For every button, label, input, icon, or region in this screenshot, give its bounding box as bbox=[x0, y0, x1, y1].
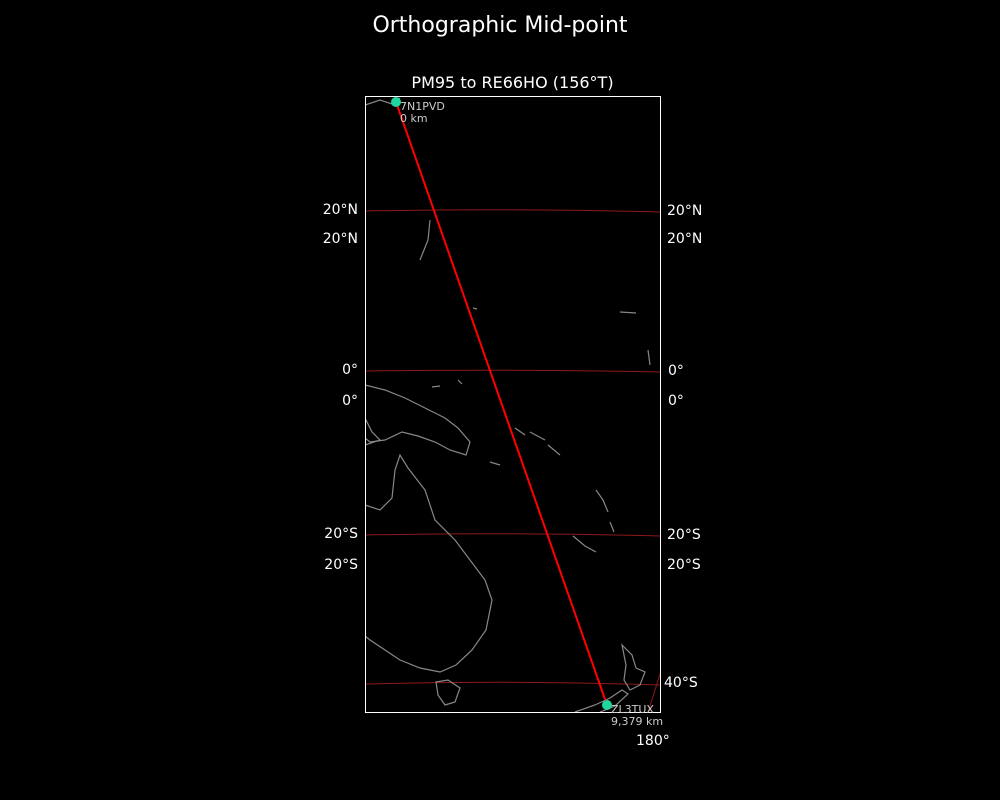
australia-coast bbox=[365, 453, 493, 673]
map-title: PM95 to RE66HO (156°T) bbox=[411, 73, 614, 92]
graticule bbox=[365, 209, 660, 712]
parallel-40s bbox=[365, 681, 660, 686]
lat-label-right: 0° bbox=[668, 393, 684, 409]
end-call: ZL3TUX bbox=[611, 703, 654, 716]
australia-west bbox=[365, 417, 382, 446]
lat-label-left: 0° bbox=[342, 362, 358, 378]
lat-label-left: 20°S bbox=[324, 557, 358, 573]
lat-label-right: 20°S bbox=[667, 557, 701, 573]
end-dist: 9,379 km bbox=[611, 715, 664, 728]
coastlines bbox=[365, 97, 651, 712]
lat-label-right: 20°N bbox=[667, 231, 703, 247]
parallel-20n bbox=[365, 209, 660, 213]
great-circle-path bbox=[395, 101, 608, 706]
map-frame bbox=[365, 96, 661, 713]
parallel-0 bbox=[365, 369, 660, 373]
lat-label-left: 20°N bbox=[322, 202, 358, 218]
lon-label: 180° bbox=[636, 733, 670, 749]
lat-label-right: 20°S bbox=[667, 527, 701, 543]
solomon-islands bbox=[489, 427, 561, 466]
tasmania-coast bbox=[435, 679, 461, 706]
lat-label-right: 20°N bbox=[667, 203, 703, 219]
start-marker bbox=[391, 97, 401, 107]
end-marker bbox=[602, 700, 612, 710]
new-caledonia bbox=[572, 535, 597, 553]
nz-north-coast bbox=[621, 643, 646, 691]
start-call: 7N1PVD bbox=[400, 100, 445, 113]
nz-south-coast bbox=[574, 689, 629, 712]
lat-label-left: 0° bbox=[342, 393, 358, 409]
figure-title: Orthographic Mid-point bbox=[372, 13, 628, 38]
lat-label-left: 20°S bbox=[324, 526, 358, 542]
parallel-20s bbox=[365, 533, 660, 537]
start-dist: 0 km bbox=[400, 112, 428, 125]
lat-label-right: 40°S bbox=[664, 675, 698, 691]
islands bbox=[419, 219, 651, 388]
png-coast bbox=[365, 384, 471, 456]
meridian-180 bbox=[647, 672, 660, 712]
lat-label-right: 0° bbox=[668, 363, 684, 379]
lat-label-left: 20°N bbox=[322, 231, 358, 247]
vanuatu-islands bbox=[595, 489, 615, 533]
